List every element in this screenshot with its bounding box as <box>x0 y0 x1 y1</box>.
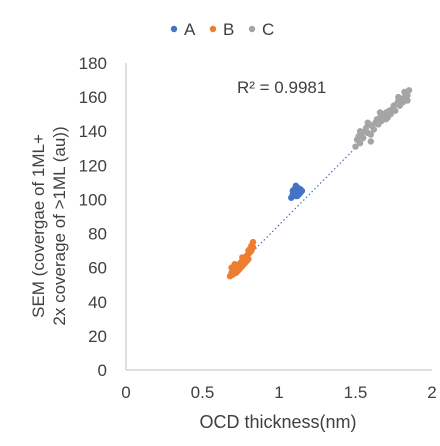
data-point <box>242 259 249 266</box>
data-point <box>376 109 384 116</box>
data-point <box>237 264 244 271</box>
y-tick-label: 160 <box>79 88 107 107</box>
x-tick-label: 1 <box>274 383 283 402</box>
x-tick-label: 2 <box>427 383 436 402</box>
data-point <box>395 93 402 101</box>
y-tick-label: 140 <box>79 122 107 141</box>
legend-label: B <box>223 20 234 39</box>
data-point <box>359 134 367 142</box>
axes <box>125 63 432 371</box>
r-squared-annotation: R² = 0.9981 <box>237 78 326 97</box>
x-tick-label: 0.5 <box>191 383 215 402</box>
data-point <box>292 182 300 189</box>
y-tick-label: 60 <box>88 259 107 278</box>
legend-label: A <box>184 20 196 39</box>
legend-marker <box>170 25 178 33</box>
data-point <box>352 143 359 150</box>
data-point <box>245 247 252 254</box>
data-point <box>289 187 296 195</box>
data-point <box>370 126 378 133</box>
y-axis-ticks: 0 20 40 60 80 100 120 140 160 180 <box>79 54 107 380</box>
data-point <box>382 116 390 123</box>
series-b <box>226 238 257 280</box>
chart-legend: A B C <box>170 20 274 39</box>
x-tick-label: 0 <box>121 383 130 402</box>
y-tick-label: 120 <box>79 156 107 175</box>
data-point <box>367 138 374 145</box>
y-tick-label: 100 <box>79 190 107 209</box>
data-point <box>401 88 408 96</box>
x-tick-label: 1.5 <box>344 383 368 402</box>
series-c <box>352 87 413 150</box>
data-point <box>367 131 374 138</box>
y-tick-label: 20 <box>88 327 107 346</box>
data-point <box>404 97 411 104</box>
data-point <box>364 119 371 126</box>
data-point <box>356 128 364 135</box>
data-point <box>249 244 257 251</box>
y-axis-title-line-1: SEM (covergae of 1ML+ <box>29 134 48 318</box>
data-point <box>387 110 394 118</box>
data-point <box>356 139 364 147</box>
y-tick-label: 0 <box>98 361 107 380</box>
legend-marker <box>248 25 256 33</box>
y-tick-label: 180 <box>79 54 107 73</box>
data-point <box>294 192 301 200</box>
data-point <box>228 264 235 271</box>
x-axis-title: OCD thickness(nm) <box>199 412 356 432</box>
legend-label: C <box>262 20 274 39</box>
data-point <box>239 254 246 261</box>
x-axis-ticks: 0 0.5 1 1.5 2 <box>121 383 436 402</box>
legend-marker <box>209 25 217 33</box>
y-tick-label: 40 <box>88 293 107 312</box>
data-point <box>392 107 399 114</box>
data-points <box>226 87 413 280</box>
series-a <box>288 182 306 201</box>
data-point <box>249 238 257 246</box>
y-tick-label: 80 <box>88 225 107 244</box>
y-axis-title-line-2: 2x coverage of >1ML (au)) <box>50 126 69 325</box>
